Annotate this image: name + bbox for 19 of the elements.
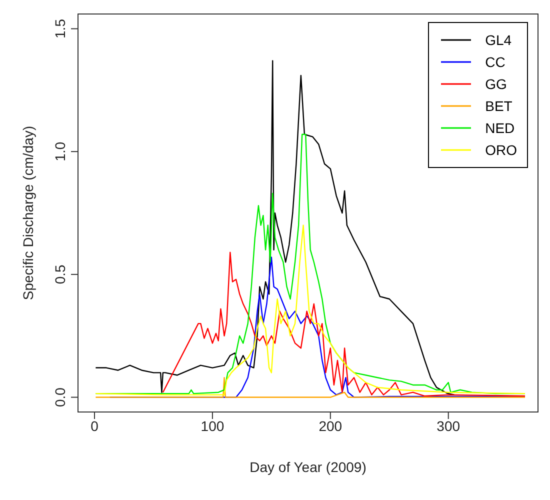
legend-label: ORO [485, 142, 517, 158]
x-tick-label: 0 [90, 418, 99, 434]
legend-label: GG [485, 76, 507, 92]
y-tick-label: 1.0 [52, 142, 68, 162]
legend-label: CC [485, 54, 506, 70]
x-axis-title: Day of Year (2009) [250, 459, 366, 475]
y-axis-title: Specific Discharge (cm/day) [20, 126, 36, 300]
x-tick-label: 300 [436, 418, 460, 434]
line-series [162, 252, 526, 397]
legend-label: NED [485, 120, 515, 136]
line-series [95, 224, 526, 396]
x-tick-label: 200 [318, 418, 342, 434]
y-tick-label: 0.5 [52, 264, 68, 284]
legend-label: GL4 [485, 32, 512, 48]
legend-label: BET [485, 98, 512, 114]
line-series [95, 60, 455, 396]
y-tick-label: 0.0 [52, 387, 68, 407]
x-tick-label: 100 [200, 418, 224, 434]
y-tick-label: 1.5 [52, 18, 68, 38]
